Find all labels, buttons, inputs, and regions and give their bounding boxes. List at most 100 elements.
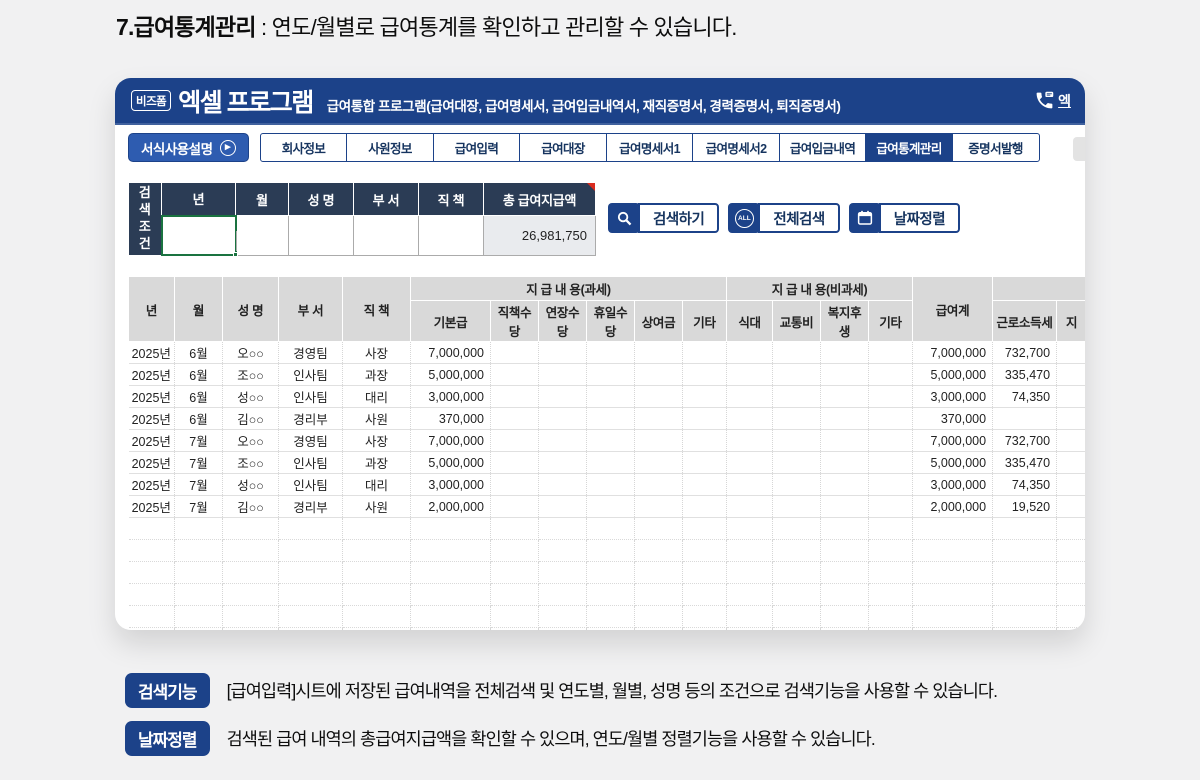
empty-row[interactable]: [128, 539, 1085, 563]
cell[interactable]: [726, 539, 774, 563]
cell[interactable]: [490, 473, 539, 497]
cell[interactable]: 2025년: [128, 429, 175, 453]
cell[interactable]: [868, 473, 914, 497]
cell[interactable]: [342, 561, 411, 585]
cell[interactable]: [820, 429, 870, 453]
cell[interactable]: [772, 407, 822, 431]
table-row[interactable]: 2025년 7월 오○○ 경영팀 사장 7,000,000 7,000,000 732,700: [128, 429, 1085, 453]
cell[interactable]: [410, 627, 491, 630]
cell[interactable]: [586, 473, 635, 497]
cell[interactable]: [490, 539, 539, 563]
cell[interactable]: [868, 363, 914, 387]
cell[interactable]: [490, 451, 539, 475]
cell[interactable]: [490, 517, 539, 541]
cell[interactable]: [912, 605, 994, 629]
cell[interactable]: [634, 627, 683, 630]
cell[interactable]: [1056, 517, 1085, 541]
cell[interactable]: [682, 583, 728, 607]
cell[interactable]: [820, 627, 870, 630]
tab-payslip-2[interactable]: 급여명세서2: [692, 133, 781, 162]
cell[interactable]: [682, 473, 728, 497]
cell[interactable]: [1056, 495, 1085, 519]
empty-row[interactable]: [128, 583, 1085, 607]
partial-clipped-button[interactable]: [1073, 137, 1085, 161]
cell[interactable]: [726, 495, 774, 519]
cell[interactable]: [820, 407, 870, 431]
search-input-name[interactable]: [288, 215, 354, 256]
cell[interactable]: [634, 473, 683, 497]
cell[interactable]: [490, 605, 539, 629]
search-input-dept[interactable]: [353, 215, 419, 256]
cell[interactable]: [586, 627, 635, 630]
cell[interactable]: 인사팀: [278, 473, 343, 497]
cell[interactable]: [868, 517, 914, 541]
cell[interactable]: [586, 451, 635, 475]
cell[interactable]: [682, 341, 728, 365]
cell[interactable]: [634, 407, 683, 431]
cell[interactable]: [726, 605, 774, 629]
cell[interactable]: [682, 495, 728, 519]
table-row[interactable]: 2025년 7월 성○○ 인사팀 대리 3,000,000 3,000,000 74,350: [128, 473, 1085, 497]
cell[interactable]: 과장: [342, 451, 411, 475]
cell[interactable]: [868, 539, 914, 563]
cell[interactable]: [222, 517, 279, 541]
cell[interactable]: [820, 341, 870, 365]
cell[interactable]: [538, 495, 587, 519]
search-input-year[interactable]: ▼: [160, 214, 254, 258]
cell[interactable]: 경영팀: [278, 429, 343, 453]
cell[interactable]: 3,000,000: [410, 473, 491, 497]
cell[interactable]: [682, 385, 728, 409]
cell[interactable]: [278, 539, 343, 563]
cell[interactable]: 오○○: [222, 341, 279, 365]
cell[interactable]: 인사팀: [278, 385, 343, 409]
cell[interactable]: [726, 385, 774, 409]
cell[interactable]: [868, 627, 914, 630]
cell[interactable]: [1056, 627, 1085, 630]
cell[interactable]: 7월: [174, 495, 223, 519]
cell[interactable]: [1056, 451, 1085, 475]
cell[interactable]: [820, 385, 870, 409]
cell[interactable]: [410, 561, 491, 585]
cell[interactable]: 경영팀: [278, 341, 343, 365]
cell[interactable]: 6월: [174, 407, 223, 431]
cell[interactable]: [538, 473, 587, 497]
cell[interactable]: [912, 517, 994, 541]
cell[interactable]: 경리부: [278, 407, 343, 431]
cell[interactable]: [278, 605, 343, 629]
cell[interactable]: [538, 363, 587, 387]
tab-salary-input[interactable]: 급여입력: [432, 133, 521, 162]
cell[interactable]: 2025년: [128, 363, 175, 387]
cell[interactable]: [174, 561, 223, 585]
cell[interactable]: [634, 341, 683, 365]
cell[interactable]: [1056, 583, 1085, 607]
cell[interactable]: [586, 517, 635, 541]
cell[interactable]: 19,520: [992, 495, 1058, 519]
tab-salary-ledger[interactable]: 급여대장: [519, 133, 608, 162]
cell[interactable]: 370,000: [410, 407, 491, 431]
cell[interactable]: 조○○: [222, 363, 279, 387]
cell[interactable]: 5,000,000: [410, 451, 491, 475]
cell[interactable]: [772, 429, 822, 453]
cell[interactable]: 732,700: [992, 429, 1058, 453]
cell[interactable]: 사장: [342, 429, 411, 453]
cell[interactable]: 7월: [174, 473, 223, 497]
cell[interactable]: [772, 385, 822, 409]
cell[interactable]: 사원: [342, 407, 411, 431]
cell[interactable]: [868, 605, 914, 629]
phone-contact[interactable]: 엑: [1034, 90, 1071, 111]
cell[interactable]: 7,000,000: [410, 341, 491, 365]
cell[interactable]: 335,470: [992, 451, 1058, 475]
table-row[interactable]: 2025년 7월 김○○ 경리부 사원 2,000,000 2,000,000 19,520: [128, 495, 1085, 519]
search-button[interactable]: 검색하기: [608, 203, 720, 233]
guide-button[interactable]: 서식사용설명 ▸: [128, 133, 249, 162]
cell[interactable]: [586, 407, 635, 431]
cell[interactable]: [634, 517, 683, 541]
cell[interactable]: 6월: [174, 363, 223, 387]
table-row[interactable]: 2025년 6월 성○○ 인사팀 대리 3,000,000 3,000,000 74,350: [128, 385, 1085, 409]
cell[interactable]: [490, 561, 539, 585]
cell[interactable]: [726, 429, 774, 453]
cell[interactable]: [174, 583, 223, 607]
cell[interactable]: 조○○: [222, 451, 279, 475]
cell[interactable]: 2025년: [128, 473, 175, 497]
cell[interactable]: [1056, 363, 1085, 387]
